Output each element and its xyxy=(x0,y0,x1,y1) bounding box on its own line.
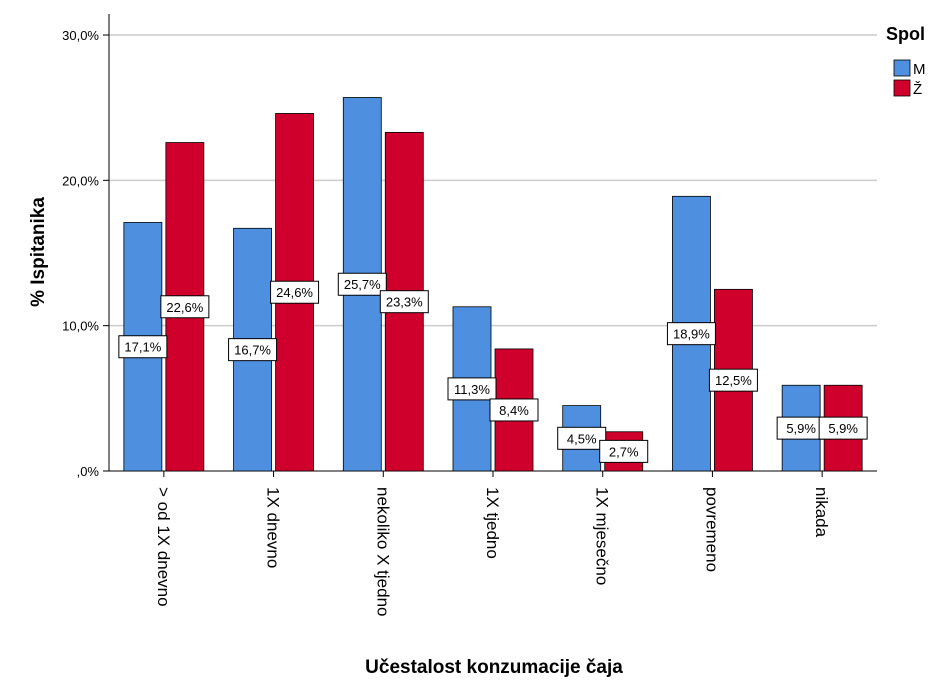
y-axis-title: % Ispitanika xyxy=(28,197,49,307)
category-label: 1X mjesečno xyxy=(593,487,612,585)
gridlines xyxy=(109,34,877,327)
category-label: nekoliko X tjedno xyxy=(373,487,392,616)
legend-title: Spol xyxy=(886,24,925,44)
category-label: nikada xyxy=(812,487,831,538)
legend-swatch-m xyxy=(893,59,911,77)
data-label: 5,9% xyxy=(786,421,816,436)
data-label-box xyxy=(379,290,429,314)
data-label: 23,3% xyxy=(386,295,423,310)
data-label: 12,5% xyxy=(715,373,752,388)
legend-label-z: Ž xyxy=(913,81,922,98)
data-label: 18,9% xyxy=(673,327,710,342)
data-label: 2,7% xyxy=(609,444,639,459)
y-tick-label: 30,0% xyxy=(62,28,99,43)
data-label: 4,5% xyxy=(567,431,597,446)
legend-label-m: M xyxy=(913,61,926,78)
data-label-box xyxy=(666,322,716,346)
y-tick-label: 10,0% xyxy=(62,319,99,334)
category-label: 1X dnevno xyxy=(264,487,283,568)
data-label-box xyxy=(818,416,868,440)
data-label: 16,7% xyxy=(234,343,271,358)
x-axis-title: Učestalost konzumacije čaja xyxy=(365,657,623,678)
data-labels: 17,1% 22,6% 16,7% 24,6% 25,7% 23,3% 11,3% 8,4% 4… xyxy=(118,272,868,463)
data-label-box xyxy=(337,272,387,296)
legend-swatch-z xyxy=(893,79,911,97)
data-label: 11,3% xyxy=(454,382,490,397)
data-label-box xyxy=(708,368,758,392)
data-label-box xyxy=(118,335,168,359)
data-label: 17,1% xyxy=(124,340,161,355)
data-label: 5,9% xyxy=(828,421,858,436)
data-label-box xyxy=(489,398,539,422)
data-label: 22,6% xyxy=(166,300,203,315)
data-label-box xyxy=(557,426,607,450)
data-label-box xyxy=(228,338,278,362)
data-label-box xyxy=(599,439,649,463)
category-labels: > od 1X dnevno 1X dnevno nekoliko X tjedno… xyxy=(154,487,831,616)
data-label-box xyxy=(270,280,320,304)
data-label-box xyxy=(447,377,497,401)
data-label-box xyxy=(160,295,210,319)
category-label: 1X tjedno xyxy=(483,487,502,559)
data-label: 8,4% xyxy=(499,403,529,418)
y-tick-label: 20,0% xyxy=(62,173,99,188)
y-tick-label: ,0% xyxy=(77,464,100,479)
category-label: povremeno xyxy=(702,487,721,572)
data-label: 24,6% xyxy=(276,285,313,300)
data-label: 25,7% xyxy=(344,277,381,292)
legend: Spol MŽ xyxy=(886,24,926,98)
category-label: > od 1X dnevno xyxy=(154,487,173,607)
